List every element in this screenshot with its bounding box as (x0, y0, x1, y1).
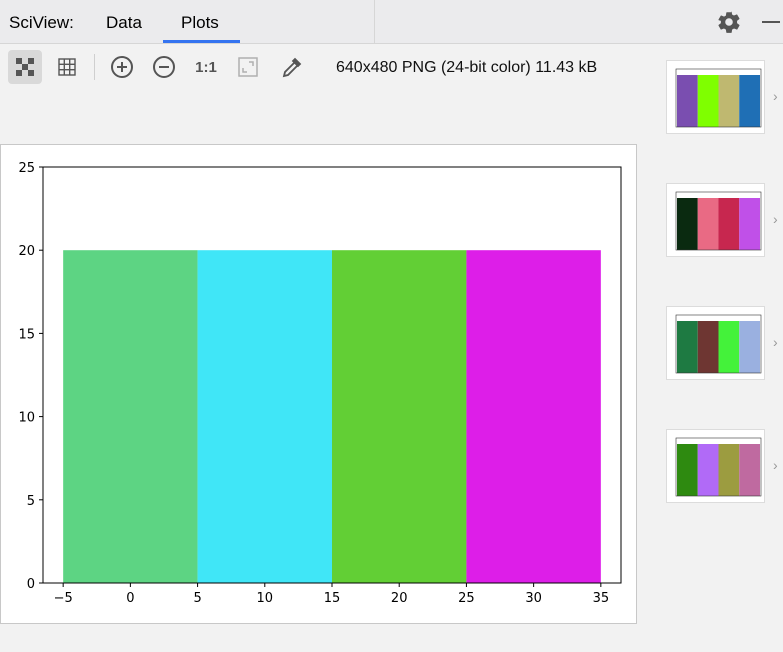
plot-thumbnail-4[interactable] (666, 429, 765, 503)
grid-icon[interactable] (50, 50, 84, 84)
active-tab-indicator (163, 40, 240, 43)
thumbnail-axes-frame (675, 191, 762, 251)
color-picker-icon[interactable] (275, 50, 309, 84)
thumbnail-bar (677, 75, 698, 127)
x-tick-label: −5 (54, 591, 73, 606)
thumbnail-bar (697, 321, 719, 373)
x-tick-label: 30 (525, 591, 542, 606)
tab-plots[interactable]: Plots (181, 13, 219, 32)
tab-divider (374, 0, 375, 43)
thumbnail-bar (697, 75, 719, 127)
plot-thumbnail-3[interactable] (666, 306, 765, 380)
bar (466, 250, 601, 583)
thumbnail-bar (697, 198, 719, 250)
thumbnail-bar (739, 444, 760, 496)
actual-size-icon[interactable]: 1:1 (189, 50, 223, 84)
chevron-right-icon: › (773, 211, 778, 227)
x-tick-label: 10 (257, 591, 274, 606)
x-tick-label: 5 (193, 591, 201, 606)
thumbnail-bar (718, 321, 740, 373)
chessboard-icon[interactable] (8, 50, 42, 84)
actual-size-label: 1:1 (195, 58, 217, 76)
thumbnail-bar (739, 321, 760, 373)
thumbnail-chart (675, 68, 762, 128)
thumbnail-bar (718, 75, 740, 127)
y-tick-label: 5 (27, 494, 35, 509)
y-tick-label: 0 (27, 577, 35, 592)
plot-thumbnail-2[interactable] (666, 183, 765, 257)
x-tick-label: 35 (593, 591, 610, 606)
thumbnail-chart (675, 437, 762, 497)
y-tick-label: 20 (18, 244, 35, 259)
x-tick-label: 15 (324, 591, 341, 606)
tab-data[interactable]: Data (106, 13, 142, 32)
toolbar-divider (94, 54, 95, 80)
minimize-icon[interactable] (762, 21, 780, 23)
toolbar: 1:1 640x480 PNG (24-bit color) 11.43 kB (0, 44, 660, 90)
y-tick-label: 10 (18, 411, 35, 426)
bar (332, 250, 467, 583)
x-tick-label: 0 (126, 591, 134, 606)
thumbnail-axes-frame (675, 437, 762, 497)
image-info: 640x480 PNG (24-bit color) 11.43 kB (336, 59, 598, 76)
thumbnail-chart (675, 314, 762, 374)
thumbnail-bar (739, 198, 760, 250)
thumbnail-axes-frame (675, 314, 762, 374)
y-tick-label: 25 (18, 161, 35, 176)
bar (63, 250, 198, 583)
y-tick-label: 15 (18, 327, 35, 342)
bar-chart: −5 0 5 10 15 20 25 30 35 0 5 10 15 20 25 (18, 161, 622, 606)
x-tick-label: 25 (458, 591, 475, 606)
thumbnail-axes-frame (675, 68, 762, 128)
plot-thumbnail-1[interactable] (666, 60, 765, 134)
fit-window-icon[interactable] (231, 50, 265, 84)
thumbnail-bar (677, 321, 698, 373)
chevron-right-icon: › (773, 457, 778, 473)
tab-bar: SciView: Data Plots (0, 0, 783, 44)
chevron-right-icon: › (773, 88, 778, 104)
thumbnail-chart (675, 191, 762, 251)
thumbnail-bar (677, 198, 698, 250)
thumbnail-bar (697, 444, 719, 496)
chevron-right-icon: › (773, 334, 778, 350)
plot-preview: −5 0 5 10 15 20 25 30 35 0 5 10 15 20 25 (0, 144, 637, 624)
thumbnail-bar (718, 198, 740, 250)
zoom-in-icon[interactable] (105, 50, 139, 84)
x-tick-label: 20 (391, 591, 408, 606)
zoom-out-icon[interactable] (147, 50, 181, 84)
gear-icon[interactable] (716, 9, 742, 35)
thumbnail-bar (718, 444, 740, 496)
thumbnail-bar (677, 444, 698, 496)
bar (197, 250, 332, 583)
thumbnail-bar (739, 75, 760, 127)
panel-title: SciView: (9, 13, 74, 32)
